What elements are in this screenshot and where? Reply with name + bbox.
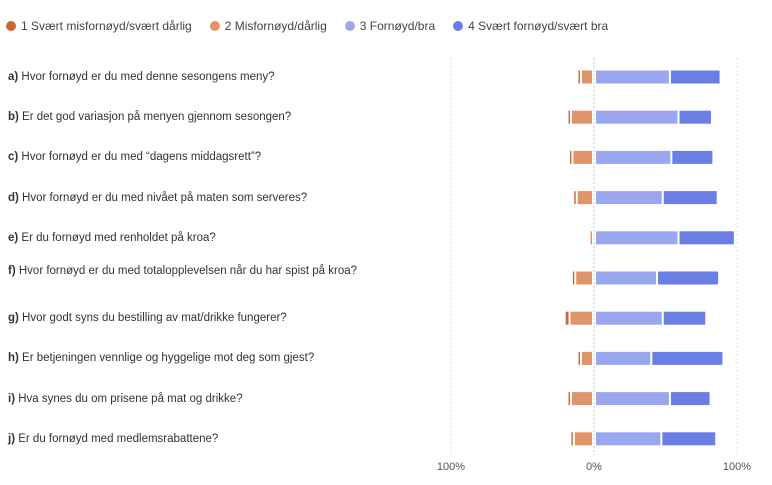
question-text: Er du fornøyd med renholdet på kroa? [18, 231, 216, 244]
x-tick-label: 100% [437, 461, 465, 473]
question-label: a) Hvor fornøyd er du med denne sesongen… [8, 70, 368, 84]
question-label: h) Er betjeningen vennlige og hyggelige … [8, 351, 368, 365]
legend-swatch [6, 21, 16, 31]
bar-segment-svaert-misfornoyd[interactable] [571, 432, 573, 446]
question-letter: b) [8, 111, 19, 124]
bar-segment-misfornoyd[interactable] [571, 392, 592, 406]
bar-segment-misfornoyd[interactable] [577, 191, 592, 205]
bar-segment-svaert-fornoyd[interactable] [670, 70, 720, 84]
bar-segment-fornoyd[interactable] [596, 271, 657, 285]
question-label: c) Hvor fornøyd er du med “dagens middag… [8, 150, 368, 164]
bar-segment-fornoyd[interactable] [596, 311, 662, 325]
legend-swatch [453, 21, 464, 31]
legend-label: 3 Fornøyd/bra [359, 19, 436, 33]
bar-segment-svaert-fornoyd[interactable] [663, 191, 717, 205]
bar-segment-fornoyd[interactable] [596, 432, 661, 446]
bar-segment-fornoyd[interactable] [596, 150, 671, 164]
legend-label: 2 Misfornøyd/dårlig [224, 19, 327, 33]
bar-segment-fornoyd[interactable] [596, 231, 678, 245]
bar-segment-svaert-fornoyd[interactable] [670, 392, 710, 406]
question-letter: e) [8, 231, 19, 244]
bar-segment-misfornoyd[interactable] [573, 150, 592, 164]
x-tick-label: 0% [586, 461, 602, 473]
question-text: Hvor fornøyd er du med denne sesongens m… [18, 71, 275, 83]
bar-segment-svaert-misfornoyd[interactable] [578, 351, 580, 365]
question-text: Hvor fornøyd er du med nivået på maten s… [18, 191, 308, 204]
chart-legend: 1 Svært misfornøyd/svært dårlig 2 Misforn… [6, 16, 626, 36]
legend-item[interactable]: 4 Svært fornøyd/svært bra [453, 19, 608, 33]
legend-item[interactable]: 1 Svært misfornøyd/svært dårlig [6, 19, 192, 33]
bar-segment-misfornoyd[interactable] [581, 70, 592, 84]
question-letter: c) [8, 151, 19, 164]
bar-segment-misfornoyd[interactable] [570, 311, 592, 325]
legend-item[interactable]: 2 Misfornøyd/dårlig [209, 19, 327, 33]
bar-segment-svaert-fornoyd[interactable] [662, 432, 716, 446]
question-letter: j) [8, 432, 16, 445]
bar-segment-svaert-misfornoyd[interactable] [578, 70, 580, 84]
bar-segment-svaert-misfornoyd[interactable] [569, 150, 572, 164]
question-label: e) Er du fornøyd med renholdet på kroa? [8, 231, 368, 245]
bar-segment-misfornoyd[interactable] [571, 110, 592, 124]
bar-segment-svaert-fornoyd[interactable] [652, 351, 723, 365]
question-label: i) Hva synes du om prisene på mat og dri… [8, 392, 368, 406]
question-label: f) Hvor fornøyd er du med totalopplevels… [8, 264, 368, 278]
x-tick-label: 100% [723, 461, 751, 473]
bar-segment-misfornoyd[interactable] [590, 231, 592, 245]
question-letter: a) [8, 71, 19, 83]
question-label: j) Er du fornøyd med medlemsrabattene? [8, 432, 368, 446]
bar-segment-misfornoyd[interactable] [576, 271, 592, 285]
bar-segment-fornoyd[interactable] [596, 110, 678, 124]
question-letter: g) [8, 312, 19, 325]
bar-segment-svaert-fornoyd[interactable] [672, 150, 713, 164]
legend-swatch [344, 21, 355, 31]
question-text: Hvor godt syns du bestilling av mat/drik… [18, 312, 287, 325]
legend-swatch [209, 21, 220, 31]
bar-segment-svaert-misfornoyd[interactable] [565, 311, 569, 325]
question-label: b) Er det god variasjon på menyen gjenno… [8, 110, 368, 124]
bar-segment-misfornoyd[interactable] [574, 432, 592, 446]
bar-segment-fornoyd[interactable] [596, 392, 669, 406]
question-text: Er betjeningen vennlige og hyggelige mot… [18, 352, 315, 365]
question-letter: h) [8, 352, 19, 365]
bar-segment-fornoyd[interactable] [596, 351, 651, 365]
bar-segment-svaert-misfornoyd[interactable] [568, 110, 570, 124]
question-text: Er det god variasjon på menyen gjennom s… [18, 111, 292, 124]
legend-label: 4 Svært fornøyd/svært bra [468, 19, 609, 33]
bar-segment-svaert-misfornoyd[interactable] [574, 191, 576, 205]
legend-item[interactable]: 3 Fornøyd/bra [344, 19, 436, 33]
question-text: Er du fornøyd med medlemsrabattene? [15, 432, 219, 445]
question-letter: i) [8, 392, 16, 405]
question-labels: a) Hvor fornøyd er du med denne sesongen… [8, 70, 368, 446]
bar-segment-fornoyd[interactable] [596, 191, 662, 205]
bar-segment-svaert-misfornoyd[interactable] [572, 271, 575, 285]
bar-segment-misfornoyd[interactable] [581, 351, 592, 365]
bar-segment-fornoyd[interactable] [596, 70, 669, 84]
legend-label: 1 Svært misfornøyd/svært dårlig [21, 19, 192, 33]
question-letter: d) [8, 191, 19, 204]
bar-segment-svaert-fornoyd[interactable] [658, 271, 719, 285]
bar-segment-svaert-fornoyd[interactable] [679, 110, 711, 124]
bar-segment-svaert-fornoyd[interactable] [679, 231, 734, 245]
question-label: g) Hvor godt syns du bestilling av mat/d… [8, 311, 368, 325]
question-text: Hvor fornøyd er du med totalopplevelsen … [15, 265, 358, 277]
bar-segment-svaert-fornoyd[interactable] [663, 311, 706, 325]
question-letter: f) [8, 265, 16, 277]
question-text: Hva synes du om prisene på mat og drikke… [15, 392, 243, 405]
question-text: Hvor fornøyd er du med “dagens middagsre… [18, 151, 262, 164]
bar-segment-svaert-misfornoyd[interactable] [568, 392, 570, 406]
question-label: d) Hvor fornøyd er du med nivået på mate… [8, 191, 368, 205]
